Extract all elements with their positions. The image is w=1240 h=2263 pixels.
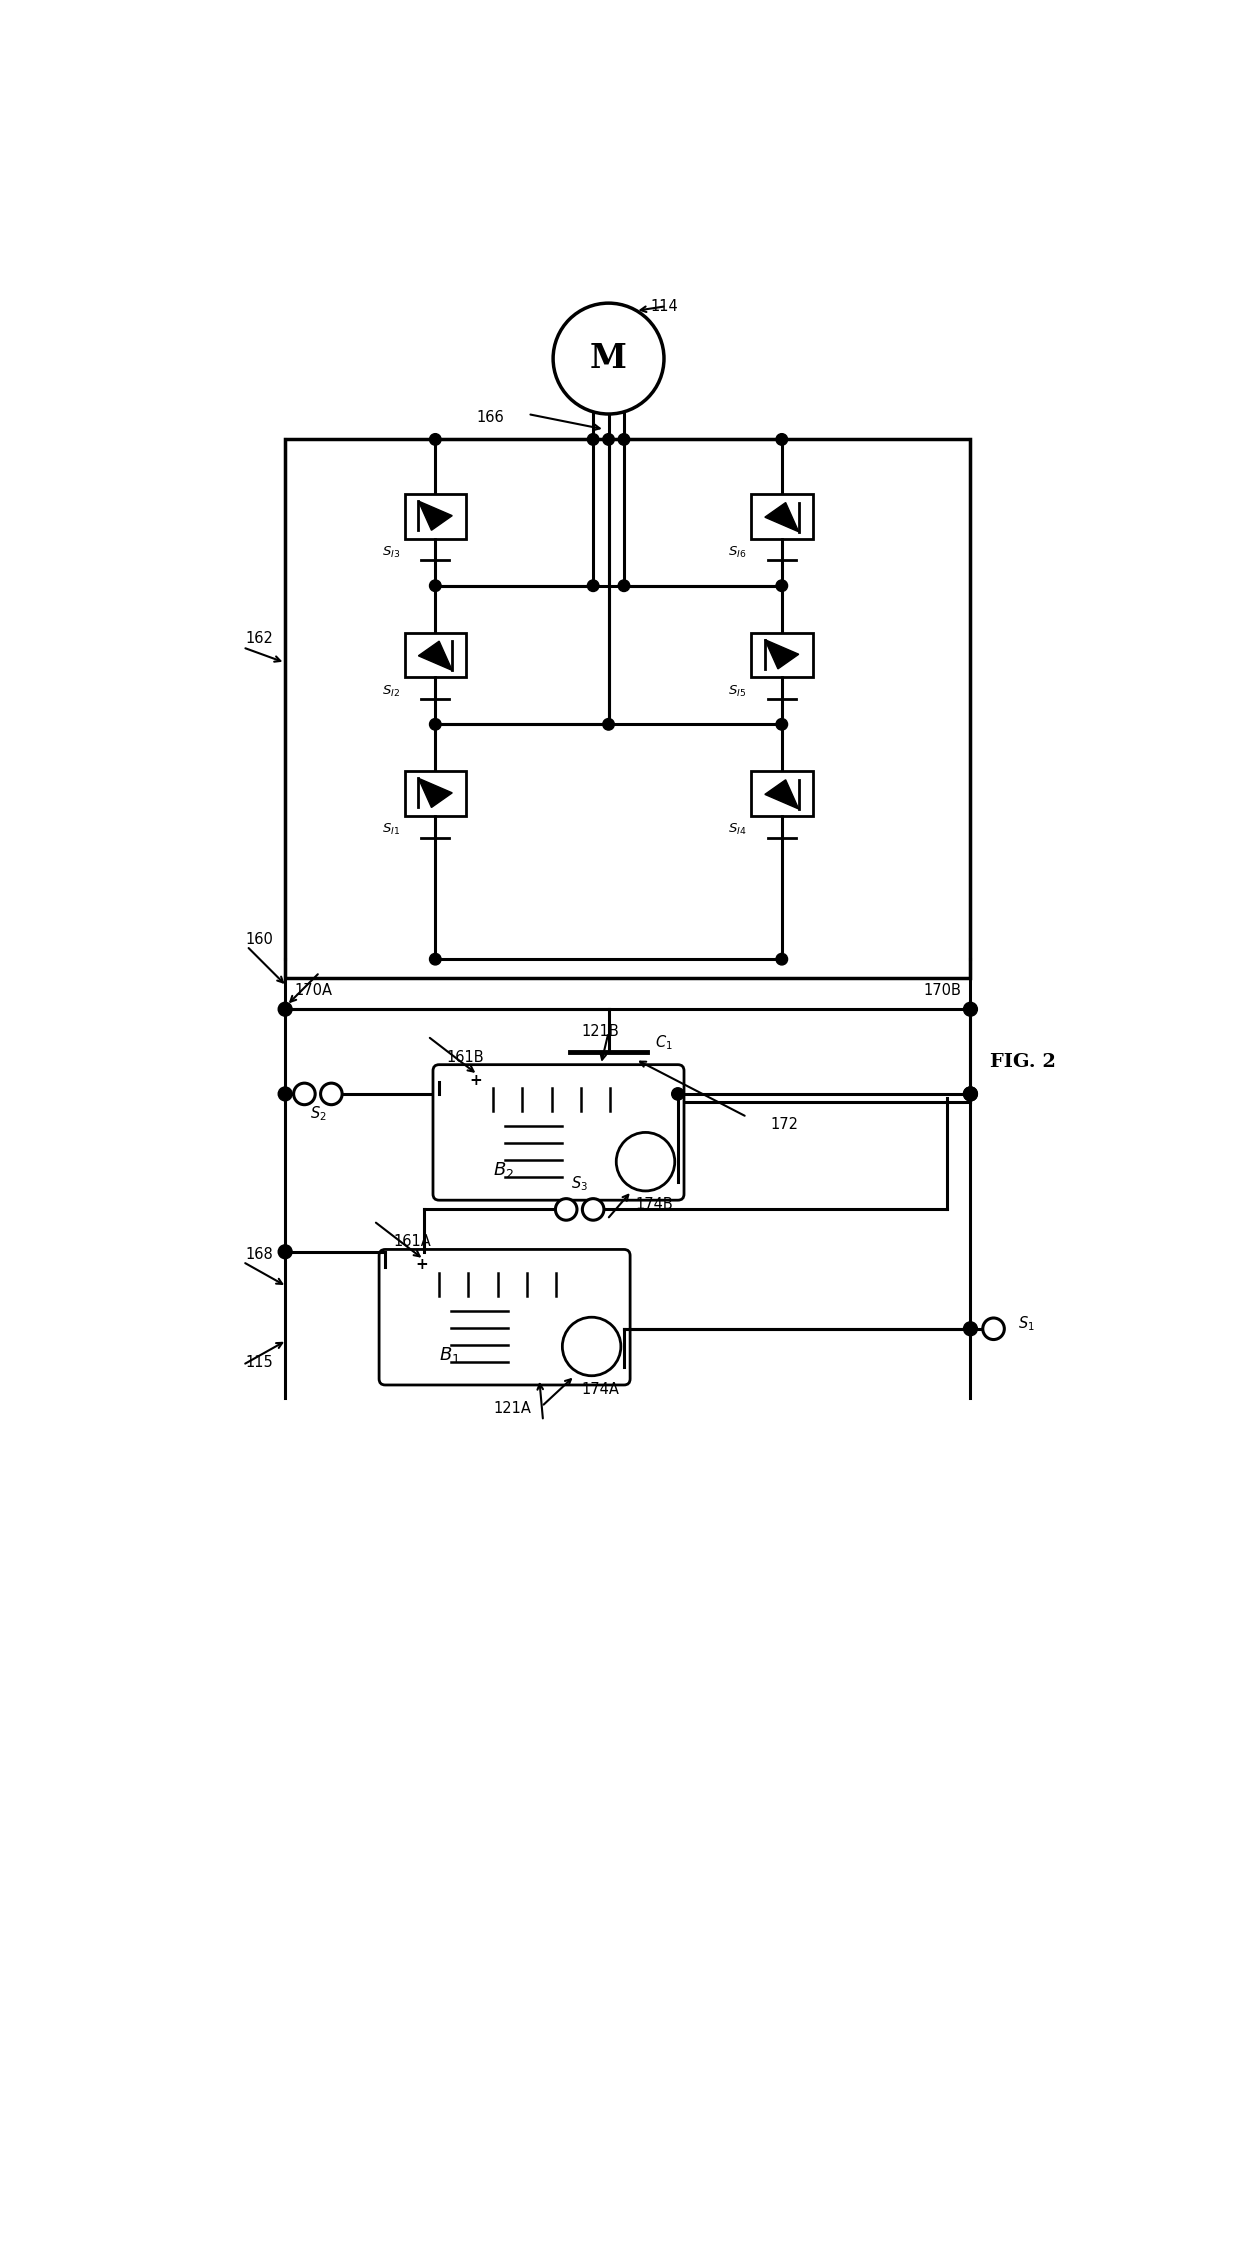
Text: M: M [590,342,627,376]
Circle shape [672,1089,684,1100]
Polygon shape [418,640,453,670]
Circle shape [588,434,599,446]
Bar [404,634,466,677]
Text: 166: 166 [477,410,505,425]
Text: 160: 160 [246,932,274,946]
Text: 161A: 161A [393,1233,430,1249]
Circle shape [588,579,599,591]
Text: $S_1$: $S_1$ [1018,1315,1035,1333]
Bar [751,493,812,539]
Bar [751,772,812,817]
Text: $S_{I3}$: $S_{I3}$ [382,545,399,559]
Polygon shape [418,500,453,530]
Circle shape [603,720,614,731]
Circle shape [963,1322,977,1335]
Text: 161B: 161B [446,1050,485,1064]
FancyBboxPatch shape [433,1064,684,1199]
Bar [285,439,971,978]
Circle shape [563,1317,621,1376]
Bar [404,493,466,539]
Text: 115: 115 [246,1356,274,1371]
Text: 172: 172 [770,1116,799,1132]
Text: 121A: 121A [494,1401,531,1417]
Text: 170B: 170B [924,984,961,998]
Circle shape [556,1199,577,1220]
Text: 174B: 174B [636,1197,673,1213]
Text: +: + [415,1258,428,1272]
FancyBboxPatch shape [379,1249,630,1385]
Text: $A_1$: $A_1$ [583,1337,600,1356]
Bar [404,772,466,817]
Circle shape [321,1084,342,1104]
Circle shape [619,434,630,446]
Circle shape [553,303,663,414]
Polygon shape [765,502,799,532]
Polygon shape [765,640,799,670]
Text: 162: 162 [246,631,274,647]
Circle shape [963,1003,977,1016]
Circle shape [983,1317,1004,1340]
Circle shape [278,1245,293,1258]
Text: $S_{I6}$: $S_{I6}$ [728,545,746,559]
Text: +: + [469,1073,481,1089]
Circle shape [278,1003,293,1016]
Circle shape [776,720,787,731]
Text: 174A: 174A [582,1383,620,1396]
Text: FIG. 2: FIG. 2 [990,1052,1055,1070]
Text: $S_3$: $S_3$ [572,1174,588,1193]
Circle shape [583,1199,604,1220]
Text: $S_{I4}$: $S_{I4}$ [728,821,746,837]
Text: 114: 114 [651,299,678,315]
Circle shape [429,953,441,964]
Text: $B_2$: $B_2$ [494,1159,515,1179]
Text: 121B: 121B [582,1025,619,1039]
Text: $S_{I1}$: $S_{I1}$ [382,821,399,837]
Circle shape [616,1132,675,1190]
Polygon shape [765,781,799,808]
Circle shape [429,579,441,591]
Circle shape [963,1086,977,1100]
Circle shape [429,434,441,446]
Text: $S_{I2}$: $S_{I2}$ [382,683,399,699]
Text: $S_{I5}$: $S_{I5}$ [728,683,746,699]
Circle shape [776,434,787,446]
Circle shape [294,1084,315,1104]
Text: $S_2$: $S_2$ [310,1104,326,1122]
Text: $A_2$: $A_2$ [637,1154,655,1170]
Text: $B_1$: $B_1$ [439,1344,460,1365]
Circle shape [429,720,441,731]
Circle shape [619,579,630,591]
Circle shape [278,1086,293,1100]
Text: 168: 168 [246,1247,274,1263]
Circle shape [776,953,787,964]
Bar [751,634,812,677]
Text: 170A: 170A [294,984,332,998]
Polygon shape [418,778,453,808]
Circle shape [963,1086,977,1100]
Circle shape [603,434,614,446]
Text: $C_1$: $C_1$ [655,1034,672,1052]
Circle shape [776,579,787,591]
